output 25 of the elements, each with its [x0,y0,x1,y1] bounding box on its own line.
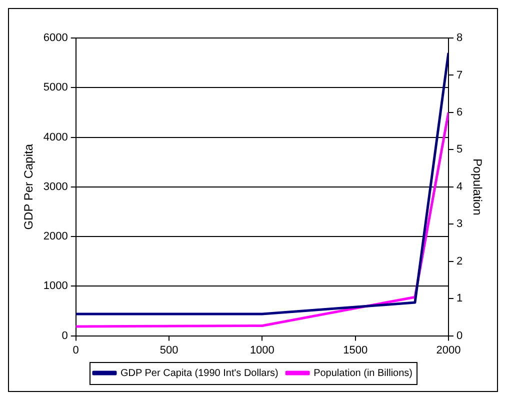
x-tick-label: 500 [160,344,178,356]
x-tick-label: 1000 [250,344,274,356]
y2-tick-label: 3 [456,218,463,230]
y-tick-label: 3000 [43,180,68,193]
y2-axis-title: Population [470,158,484,216]
y2-tick-label: 8 [456,32,463,44]
x-tick-label: 0 [72,344,79,356]
y-tick-label: 5000 [43,82,68,94]
y2-tick-label: 5 [456,144,463,156]
y-tick-label: 1000 [43,280,68,292]
y-axis-title: GDP Per Capita [22,144,36,230]
y2-tick-label: 6 [456,106,463,118]
y2-tick-label: 4 [456,180,463,193]
y2-tick-label: 0 [456,330,463,342]
legend-label: GDP Per Capita (1990 Int's Dollars) [120,368,278,379]
y-tick-label: 2000 [43,230,68,243]
y-tick-label: 6000 [43,32,68,44]
y2-tick-label: 2 [456,255,463,268]
y2-tick-label: 1 [456,292,463,305]
y-tick-label: 4000 [43,131,68,144]
x-tick-label: 2000 [436,344,461,356]
y2-tick-label: 7 [456,69,463,82]
x-tick-label: 1500 [343,344,368,356]
y-tick-label: 0 [62,330,68,342]
legend-label: Population (in Billions) [314,368,413,379]
